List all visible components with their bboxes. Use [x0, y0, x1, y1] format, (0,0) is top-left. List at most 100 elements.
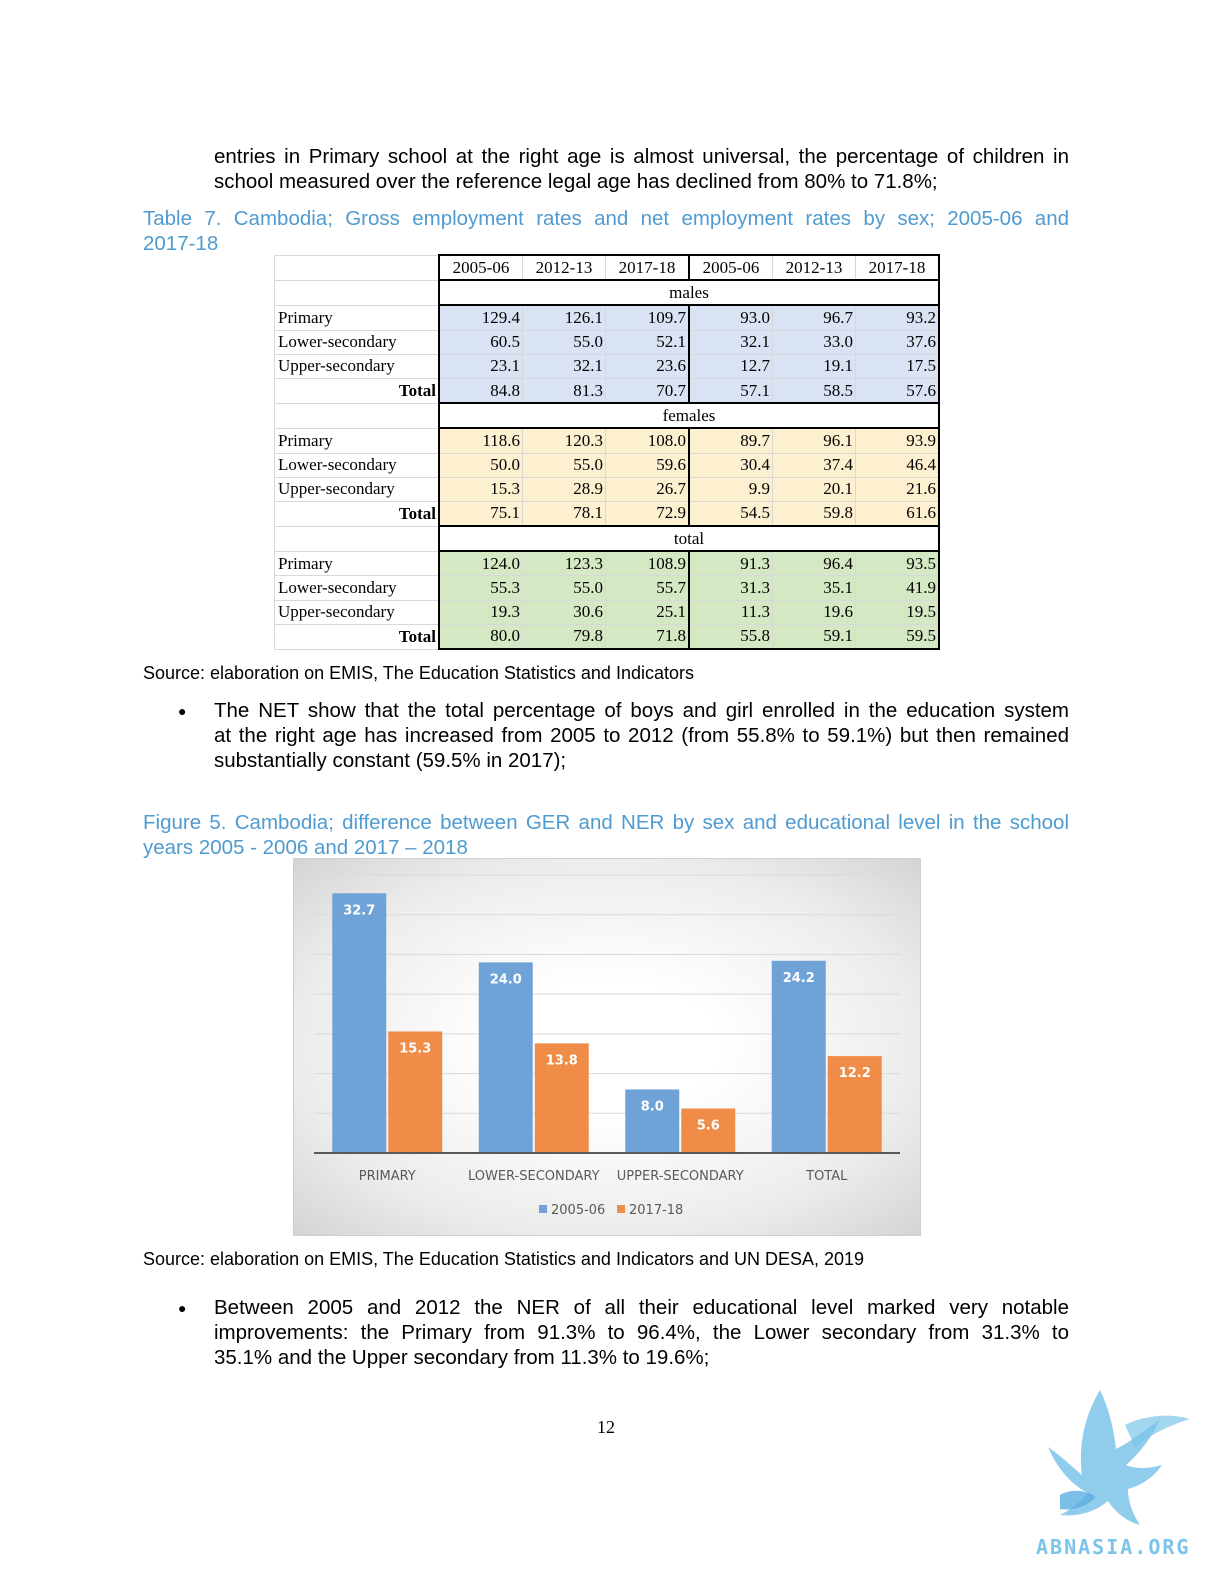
table-year-header: 2005-06 [688, 253, 773, 281]
bullet-marker: ● [178, 1300, 187, 1316]
chart-bar [827, 1056, 882, 1153]
table-cell: 58.5 [772, 377, 856, 405]
table-cell: 30.4 [688, 452, 773, 478]
chart-data-label: 24.0 [490, 972, 522, 987]
chart-data-label: 15.3 [399, 1041, 431, 1056]
table-section-row: males [274, 279, 940, 307]
table-cell: 31.3 [688, 575, 773, 601]
intro-paragraph: entries in Primary school at the right a… [214, 144, 1069, 194]
table-cell: 96.4 [772, 550, 856, 577]
table-row: Upper-secondary 19.3 30.6 25.1 11.3 19.6 19.5 [274, 599, 940, 625]
table-section-blank [274, 402, 440, 429]
bullet1-line-1: The NET show that the total percentage o… [214, 699, 1069, 722]
table-cell: 46.4 [855, 452, 940, 478]
table-cell: 81.3 [522, 377, 606, 405]
bullet2-line-1: Between 2005 and 2012 the NER of all the… [214, 1296, 1069, 1319]
table-cell: 93.9 [855, 427, 940, 454]
table-cell: 96.1 [772, 427, 856, 454]
table-row-label: Lower-secondary [274, 329, 440, 355]
chart-bar [332, 893, 387, 1153]
table-cell: 129.4 [438, 304, 523, 331]
table-row: Lower-secondary 50.0 55.0 59.6 30.4 37.4 46.4 [274, 452, 940, 478]
table-year-header: 2005-06 [438, 253, 523, 281]
table-cell: 12.7 [688, 353, 773, 379]
table-cell: 93.5 [855, 550, 940, 577]
bullet-marker: ● [178, 703, 187, 719]
table-row: Total 80.0 79.8 71.8 55.8 59.1 59.5 [274, 623, 940, 650]
table-cell: 109.7 [605, 304, 690, 331]
table-cell: 30.6 [522, 599, 606, 625]
table-cell: 55.0 [522, 329, 606, 355]
table-cell: 17.5 [855, 353, 940, 379]
bullet-paragraph-net: The NET show that the total percentage o… [214, 698, 1069, 773]
table-cell: 59.6 [605, 452, 690, 478]
table-row: Primary 118.6 120.3 108.0 89.7 96.1 93.9 [274, 427, 940, 454]
bullet1-line-3: substantially constant (59.5% in 2017); [214, 749, 567, 772]
table-year-header: 2017-18 [855, 253, 940, 281]
chart-data-label: 8.0 [641, 1099, 664, 1114]
table-row: Upper-secondary 23.1 32.1 23.6 12.7 19.1 17.5 [274, 353, 940, 379]
table-cell: 59.8 [772, 500, 856, 528]
abnasia-watermark: ABNASIA.ORG [1030, 1385, 1210, 1560]
table-cell: 25.1 [605, 599, 690, 625]
table-cell: 19.5 [855, 599, 940, 625]
table-cell: 93.0 [688, 304, 773, 331]
table-row: Primary 124.0 123.3 108.9 91.3 96.4 93.5 [274, 550, 940, 577]
table-cell: 108.0 [605, 427, 690, 454]
table-cell: 61.6 [855, 500, 940, 528]
table-cell: 71.8 [605, 623, 690, 650]
page-number: 12 [597, 1417, 615, 1437]
table-section-heading: males [438, 279, 940, 307]
table-cell: 59.1 [772, 623, 856, 650]
table-row: Upper-secondary 15.3 28.9 26.7 9.9 20.1 21.6 [274, 476, 940, 502]
table-cell: 80.0 [438, 623, 523, 650]
chart-data-label: 5.6 [697, 1119, 720, 1134]
figure-caption-line-2: years 2005 - 2006 and 2017 – 2018 [143, 836, 468, 859]
chart-category-label: TOTAL [805, 1169, 848, 1184]
table-cell: 11.3 [688, 599, 773, 625]
table-section-heading: females [438, 402, 940, 430]
table-cell: 55.7 [605, 575, 690, 601]
table-row-label: Primary [274, 304, 440, 331]
table-cell: 55.3 [438, 575, 523, 601]
table-row: Total 84.8 81.3 70.7 57.1 58.5 57.6 [274, 377, 940, 405]
table-cell: 96.7 [772, 304, 856, 331]
table-cell: 91.3 [688, 550, 773, 577]
table-cell: 32.1 [522, 353, 606, 379]
table-cell: 72.9 [605, 500, 690, 528]
table-cell: 28.9 [522, 476, 606, 502]
bullet1-line-2: at the right age has increased from 2005… [214, 724, 1069, 747]
table-year-header: 2012-13 [522, 253, 606, 281]
table-cell: 32.1 [688, 329, 773, 355]
table-row-label: Lower-secondary [274, 575, 440, 601]
chart-bar [388, 1031, 443, 1153]
table-cell: 23.6 [605, 353, 690, 379]
table-cell: 50.0 [438, 452, 523, 478]
griffin-logo-icon [1048, 1390, 1190, 1525]
table-row: Total 75.1 78.1 72.9 54.5 59.8 61.6 [274, 500, 940, 528]
table-row-label: Primary [274, 427, 440, 454]
table-cell: 84.8 [438, 377, 523, 405]
figure-source-note: Source: elaboration on EMIS, The Educati… [143, 1249, 865, 1269]
table-row-label: Upper-secondary [274, 476, 440, 502]
chart-bar [534, 1043, 589, 1153]
table-section-heading: total [438, 525, 940, 553]
enrollment-rates-table: 2005-06 2012-13 2017-18 2005-06 2012-13 2017-… [274, 253, 940, 650]
table-cell: 79.8 [522, 623, 606, 650]
chart-legend-swatch [539, 1205, 547, 1213]
table-cell: 57.1 [688, 377, 773, 405]
table-source-note: Source: elaboration on EMIS, The Educati… [143, 663, 694, 683]
table-row-label: Upper-secondary [274, 353, 440, 379]
chart-bar [478, 962, 533, 1153]
chart-category-label: UPPER-SECONDARY [617, 1169, 744, 1184]
bullet-paragraph-ner: Between 2005 and 2012 the NER of all the… [214, 1295, 1069, 1370]
table-cell: 120.3 [522, 427, 606, 454]
table-cell: 78.1 [522, 500, 606, 528]
chart-legend-label: 2017-18 [629, 1203, 683, 1218]
figure-caption-line-1: Figure 5. Cambodia; difference between G… [143, 811, 1069, 834]
table-cell: 55.0 [522, 575, 606, 601]
table-cell: 54.5 [688, 500, 773, 528]
chart-bar [625, 1089, 680, 1153]
watermark-text: ABNASIA.ORG [1036, 1535, 1191, 1559]
chart-data-label: 13.8 [546, 1053, 578, 1068]
